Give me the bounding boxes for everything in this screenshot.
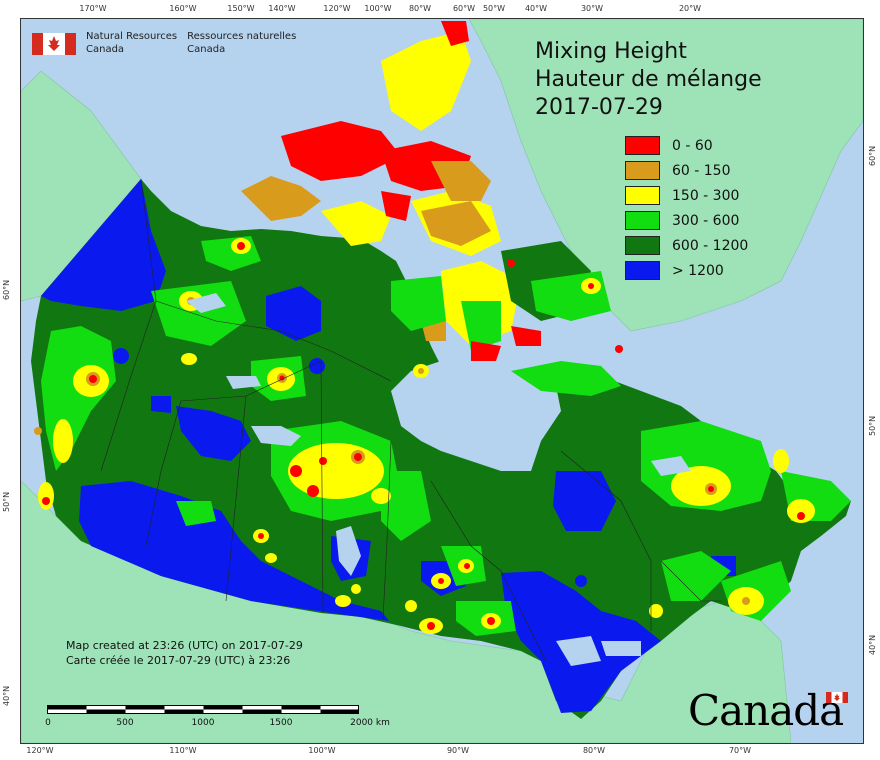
legend-item: 600 - 1200 — [625, 233, 748, 258]
canada-wordmark: Canada — [688, 686, 844, 735]
foreign-land — [21, 19, 863, 743]
scale-label: 500 — [116, 718, 134, 728]
bottom-tick: 120°W — [26, 746, 54, 755]
legend-swatch — [625, 236, 660, 255]
agency-name-en: Natural Resources Canada — [86, 31, 178, 55]
title-date: 2017-07-29 — [535, 95, 663, 120]
bottom-tick: 90°W — [446, 746, 470, 755]
top-tick: 120°W — [323, 4, 351, 13]
bottom-tick: 80°W — [582, 746, 606, 755]
agency-signature: Natural Resources Canada Ressources natu… — [32, 30, 306, 56]
legend-item: 300 - 600 — [625, 208, 748, 233]
right-tick: 50°N — [868, 415, 877, 436]
hudson-bay — [391, 361, 561, 471]
top-tick: 30°W — [580, 4, 604, 13]
legend-label: 60 - 150 — [672, 162, 731, 179]
title-en: Mixing Height — [535, 39, 687, 64]
top-tick: 100°W — [364, 4, 392, 13]
top-tick: 60°W — [452, 4, 476, 13]
top-tick: 160°W — [169, 4, 197, 13]
top-tick: 20°W — [678, 4, 702, 13]
title-fr: Hauteur de mélange — [535, 67, 762, 92]
province-borders — [100, 178, 721, 662]
lakes — [186, 293, 691, 666]
legend-label: > 1200 — [672, 262, 724, 279]
top-tick: 170°W — [79, 4, 107, 13]
left-tick: 40°N — [2, 685, 11, 706]
left-tick: 60°N — [2, 279, 11, 300]
scale-label: 1500 — [269, 718, 293, 728]
scale-bar — [47, 705, 359, 714]
right-tick: 60°N — [868, 145, 877, 166]
creation-note-fr: Carte créée le 2017-07-29 (UTC) à 23:26 — [66, 654, 291, 667]
creation-note-en: Map created at 23:26 (UTC) on 2017-07-29 — [66, 639, 303, 652]
legend-label: 150 - 300 — [672, 187, 740, 204]
top-tick: 80°W — [408, 4, 432, 13]
top-tick: 140°W — [268, 4, 296, 13]
bottom-tick: 70°W — [728, 746, 752, 755]
scale-label: 0 — [45, 718, 51, 728]
legend-swatch — [625, 211, 660, 230]
hot-spots — [34, 242, 805, 630]
canada-flag-icon — [32, 33, 76, 55]
legend-swatch — [625, 261, 660, 280]
legend-item: 60 - 150 — [625, 158, 748, 183]
top-tick: 150°W — [227, 4, 255, 13]
legend-swatch — [625, 136, 660, 155]
legend-swatch — [625, 161, 660, 180]
legend-label: 0 - 60 — [672, 137, 713, 154]
legend-swatch — [625, 186, 660, 205]
bottom-tick: 100°W — [308, 746, 336, 755]
bottom-tick: 110°W — [169, 746, 197, 755]
top-tick: 50°W — [482, 4, 506, 13]
wordmark-flag-icon — [826, 692, 848, 703]
legend-item: 0 - 60 — [625, 133, 748, 158]
map-title: Mixing Height Hauteur de mélange 2017-07… — [535, 38, 762, 122]
legend-label: 300 - 600 — [672, 212, 740, 229]
right-tick: 40°N — [868, 634, 877, 655]
left-tick: 50°N — [2, 491, 11, 512]
legend-item: 150 - 300 — [625, 183, 748, 208]
legend: 0 - 60 60 - 150 150 - 300 300 - 600 600 … — [625, 133, 748, 283]
agency-name-fr: Ressources naturelles Canada — [187, 31, 297, 55]
mixing-height-map — [21, 19, 863, 743]
creation-note: Map created at 23:26 (UTC) on 2017-07-29… — [66, 638, 303, 668]
legend-item: > 1200 — [625, 258, 748, 283]
map-frame — [20, 18, 864, 744]
scale-label: 1000 — [191, 718, 215, 728]
top-tick: 40°W — [524, 4, 548, 13]
legend-label: 600 - 1200 — [672, 237, 749, 254]
scale-label: 2000 km — [350, 718, 390, 728]
